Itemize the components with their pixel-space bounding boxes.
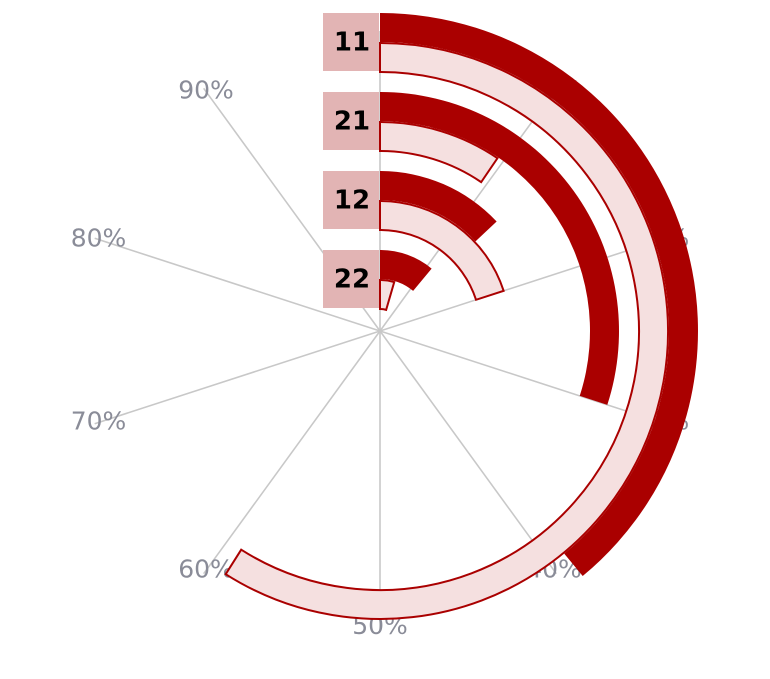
bar-21-series-2 [379, 120, 499, 184]
bar-12-series-1 [380, 171, 497, 242]
grid-spoke-3 [379, 330, 666, 425]
tick-label-6: 60% [178, 554, 234, 583]
grid-spoke-6 [203, 330, 381, 575]
tick-label-7: 70% [71, 406, 127, 435]
tick-label-9: 90% [178, 76, 234, 105]
grid-spoke-8 [94, 237, 381, 332]
category-label-11: 11 [334, 28, 370, 58]
bar-12-series-2 [379, 199, 505, 302]
category-labels: 11 21 12 22 [323, 13, 379, 308]
tick-label-8: 80% [71, 224, 127, 253]
category-label-bg-12 [323, 171, 379, 229]
grid-spoke-7 [94, 330, 381, 425]
category-label-bg-11 [323, 13, 379, 71]
grid-spoke-2 [379, 237, 666, 332]
category-label-bg-21 [323, 92, 379, 150]
angular-grid [94, 31, 666, 631]
bar-11-series-2 [224, 41, 669, 620]
grid-spoke-4 [379, 330, 557, 575]
bar-11-series-1 [380, 13, 698, 577]
bar-22-series-1 [380, 250, 432, 291]
bars [224, 13, 698, 620]
category-label-bg-22 [323, 250, 379, 308]
bar-21-series-1 [380, 92, 619, 405]
bar-22-series-2 [379, 278, 396, 312]
category-label-12: 12 [334, 186, 370, 216]
category-label-21: 21 [334, 107, 370, 137]
category-label-22: 22 [334, 265, 370, 295]
